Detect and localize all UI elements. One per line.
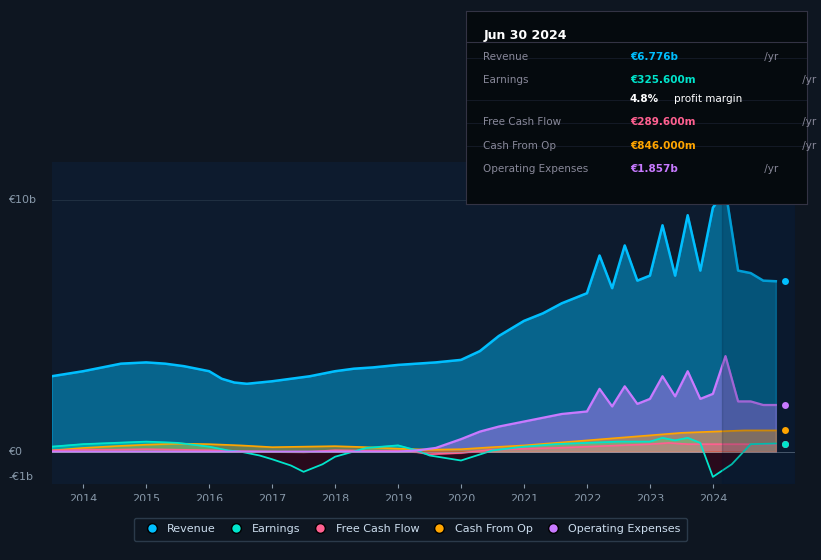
Text: €6.776b: €6.776b	[630, 52, 678, 62]
Text: €10b: €10b	[8, 195, 36, 205]
Text: Jun 30 2024: Jun 30 2024	[484, 29, 566, 41]
Text: €325.600m: €325.600m	[630, 75, 695, 85]
Legend: Revenue, Earnings, Free Cash Flow, Cash From Op, Operating Expenses: Revenue, Earnings, Free Cash Flow, Cash …	[134, 517, 687, 541]
Text: Cash From Op: Cash From Op	[484, 141, 557, 151]
Text: Revenue: Revenue	[484, 52, 529, 62]
Text: profit margin: profit margin	[674, 94, 742, 104]
Text: /yr: /yr	[799, 118, 816, 128]
Text: 4.8%: 4.8%	[630, 94, 659, 104]
Text: /yr: /yr	[761, 164, 778, 174]
Text: €289.600m: €289.600m	[630, 118, 695, 128]
Text: €1.857b: €1.857b	[630, 164, 678, 174]
Text: Earnings: Earnings	[484, 75, 529, 85]
Text: -€1b: -€1b	[8, 472, 33, 482]
Text: /yr: /yr	[799, 75, 816, 85]
Text: Operating Expenses: Operating Expenses	[484, 164, 589, 174]
Text: Free Cash Flow: Free Cash Flow	[484, 118, 562, 128]
Bar	[722, 162, 795, 484]
Text: €0: €0	[8, 447, 22, 457]
Text: /yr: /yr	[799, 141, 816, 151]
Text: /yr: /yr	[761, 52, 778, 62]
Text: €846.000m: €846.000m	[630, 141, 695, 151]
